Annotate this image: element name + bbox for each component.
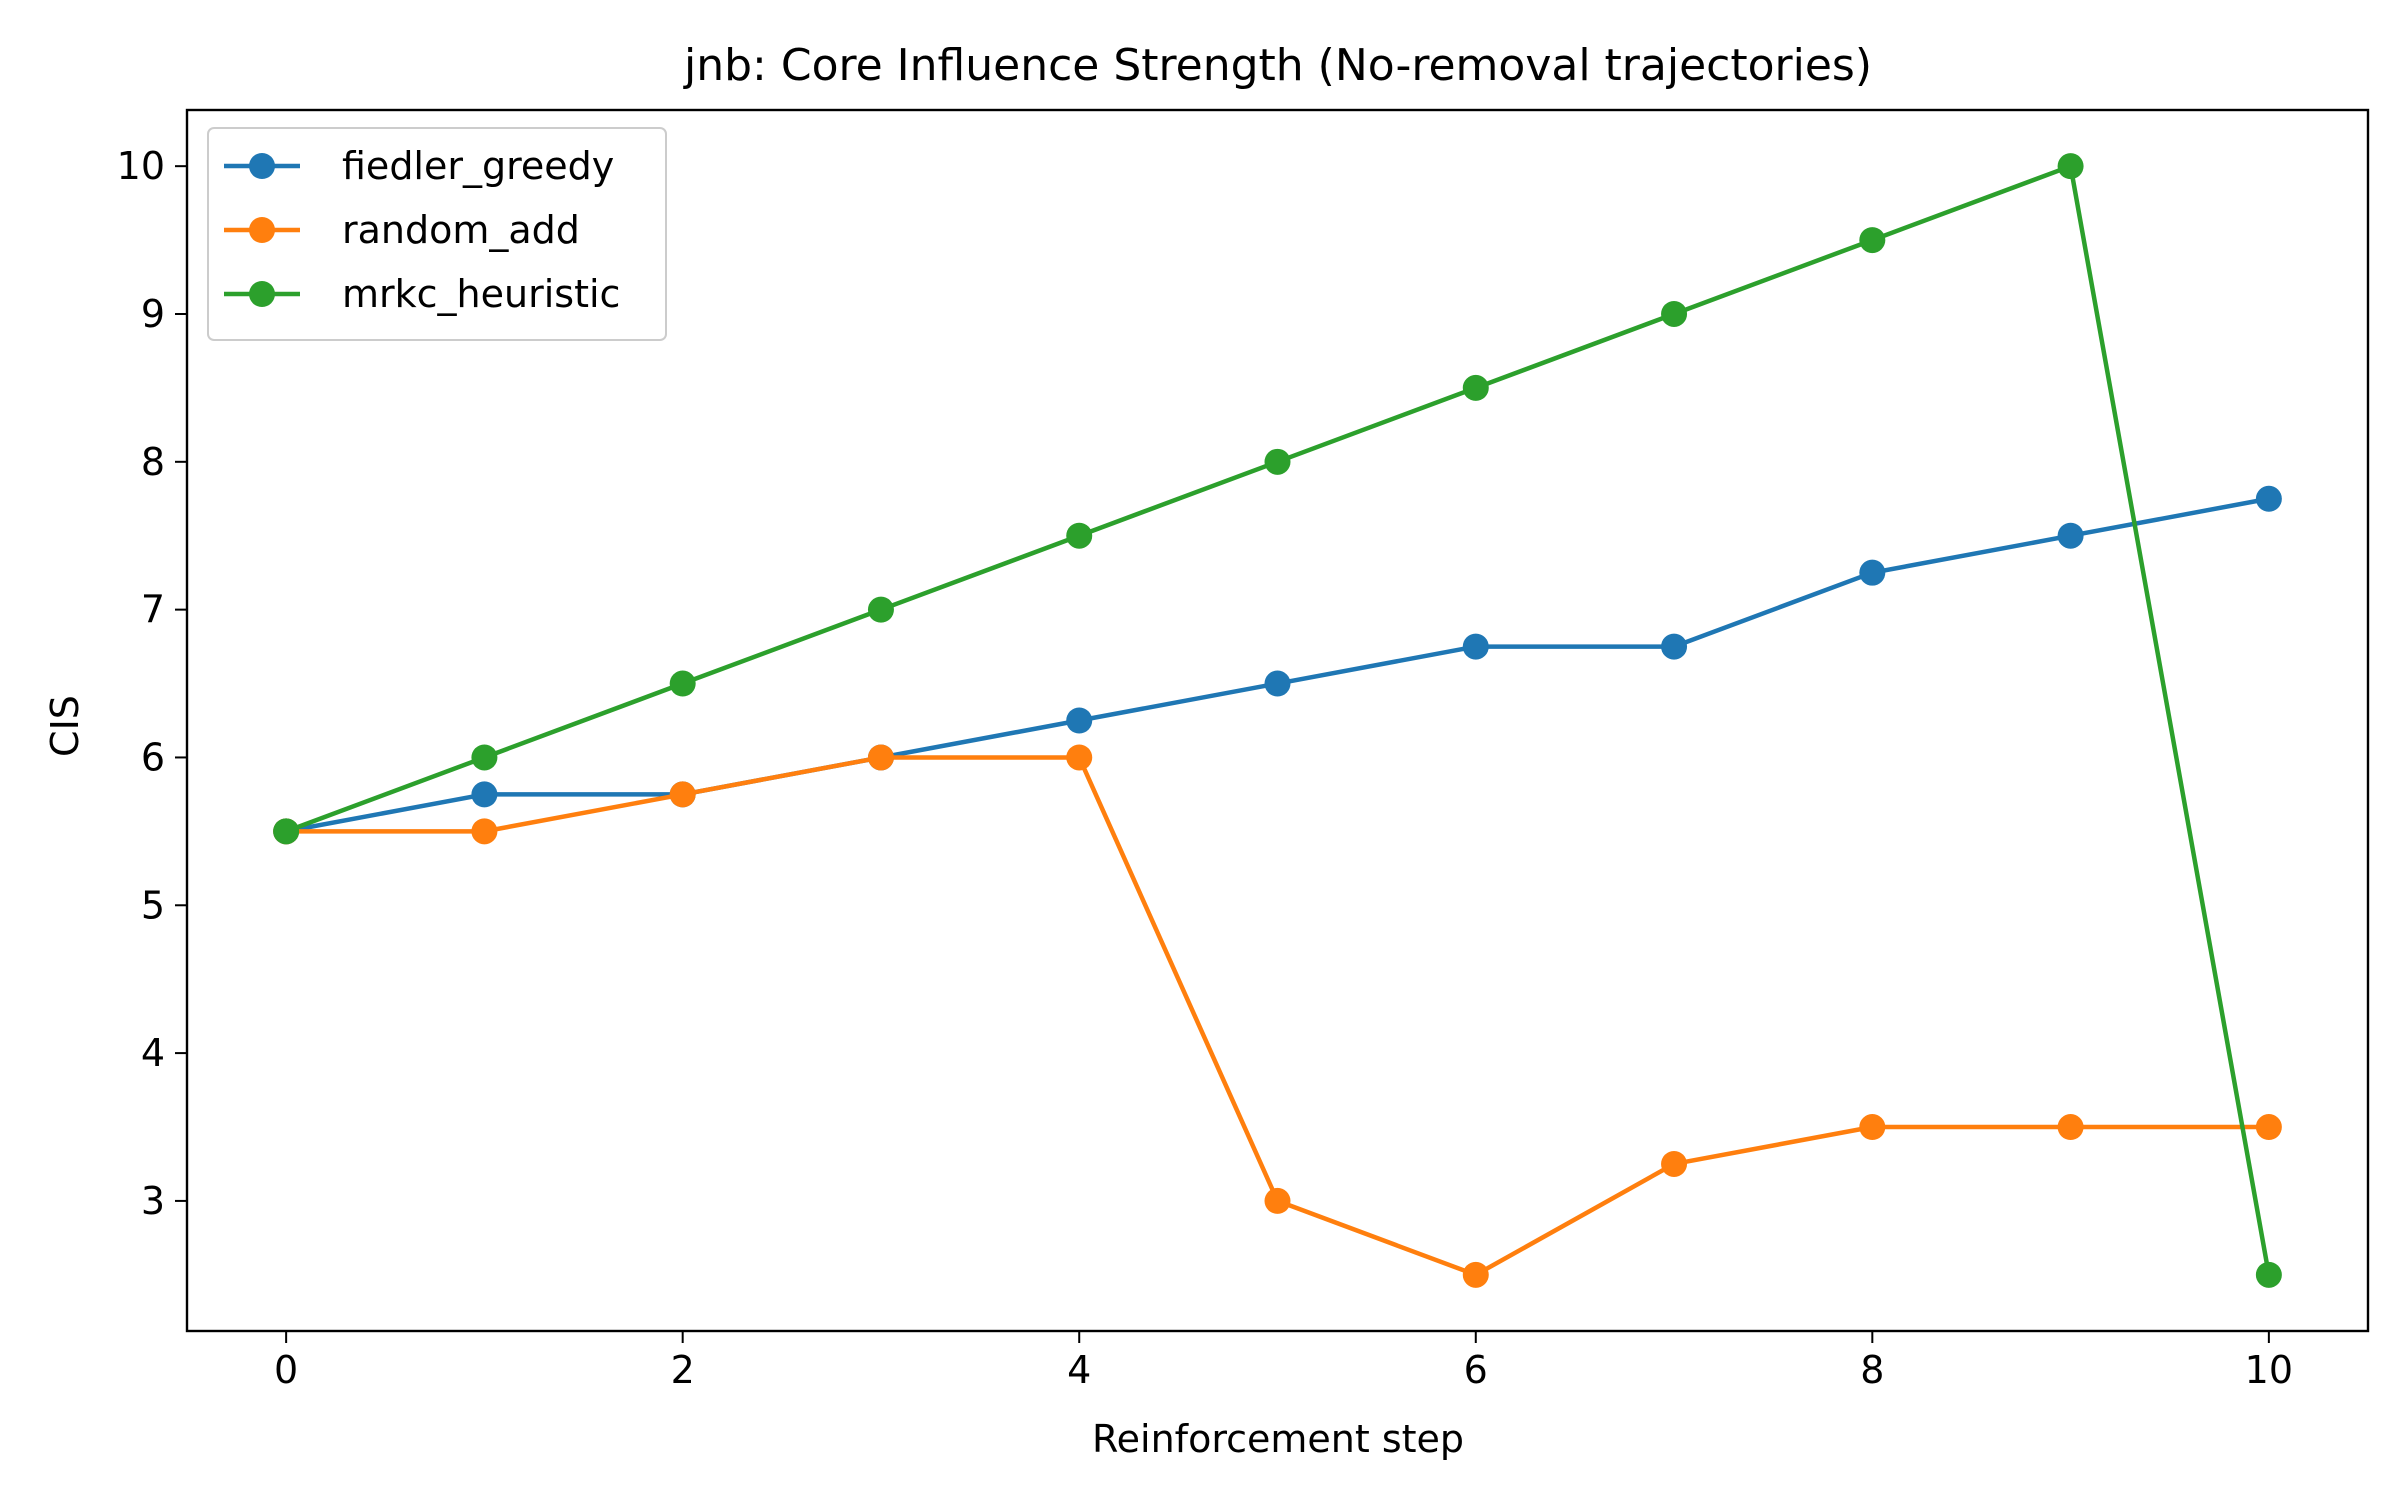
y-tick-label: 4 [141, 1031, 165, 1075]
data-point-random_add [867, 744, 894, 771]
data-point-fiedler_greedy [2057, 522, 2084, 549]
y-tick-label: 8 [141, 440, 165, 484]
data-point-random_add [1859, 1114, 1886, 1141]
data-point-random_add [1661, 1150, 1688, 1177]
data-point-fiedler_greedy [1859, 559, 1886, 586]
legend: fiedler_greedy random_add mrkc_heuristic [207, 127, 667, 341]
data-point-mrkc_heuristic [669, 670, 696, 697]
legend-label-random_add: random_add [342, 208, 580, 252]
y-tick-label: 9 [141, 292, 165, 336]
y-tick-label: 5 [141, 883, 165, 927]
data-point-random_add [471, 818, 498, 845]
y-tick-label: 7 [141, 588, 165, 632]
data-point-random_add [1264, 1187, 1291, 1214]
legend-box [207, 127, 667, 341]
x-tick-label: 8 [1860, 1348, 1884, 1392]
data-point-random_add [669, 781, 696, 808]
x-axis-label: Reinforcement step [1092, 1417, 1464, 1461]
axes-frame [185, 108, 2370, 1333]
data-point-fiedler_greedy [1264, 670, 1291, 697]
x-tick-label: 2 [671, 1348, 695, 1392]
y-tick-label: 3 [141, 1179, 165, 1223]
x-tick-label: 0 [274, 1348, 298, 1392]
data-point-fiedler_greedy [1462, 633, 1489, 660]
data-point-mrkc_heuristic [867, 596, 894, 623]
data-point-mrkc_heuristic [1859, 227, 1886, 254]
data-point-random_add [1066, 744, 1093, 771]
data-point-random_add [2255, 1114, 2282, 1141]
y-tick-label: 6 [141, 735, 165, 779]
plot-area: 0 2 4 6 8 10 3 4 5 6 7 8 9 10 [117, 108, 2370, 1392]
x-tick-label: 6 [1464, 1348, 1488, 1392]
data-point-fiedler_greedy [2255, 485, 2282, 512]
data-point-random_add [2057, 1114, 2084, 1141]
y-tick-label: 10 [117, 144, 165, 188]
data-point-mrkc_heuristic [1462, 374, 1489, 401]
legend-marker-fiedler_greedy [249, 153, 275, 179]
legend-label-mrkc_heuristic: mrkc_heuristic [342, 272, 620, 316]
data-point-mrkc_heuristic [1264, 448, 1291, 475]
legend-marker-random_add [249, 217, 275, 243]
data-point-random_add [1462, 1261, 1489, 1288]
data-point-mrkc_heuristic [471, 744, 498, 771]
data-point-mrkc_heuristic [1661, 300, 1688, 327]
data-point-fiedler_greedy [1066, 707, 1093, 734]
data-point-mrkc_heuristic [2255, 1261, 2282, 1288]
x-tick-label: 4 [1067, 1348, 1091, 1392]
data-point-mrkc_heuristic [1066, 522, 1093, 549]
data-point-mrkc_heuristic [2057, 153, 2084, 180]
chart-title: jnb: Core Influence Strength (No-removal… [683, 40, 1872, 91]
data-point-fiedler_greedy [1661, 633, 1688, 660]
y-axis-label: CIS [43, 695, 87, 757]
x-tick-label: 10 [2245, 1348, 2293, 1392]
data-point-fiedler_greedy [471, 781, 498, 808]
legend-marker-mrkc_heuristic [249, 281, 275, 307]
legend-label-fiedler_greedy: fiedler_greedy [342, 144, 614, 188]
data-point-mrkc_heuristic [273, 818, 300, 845]
